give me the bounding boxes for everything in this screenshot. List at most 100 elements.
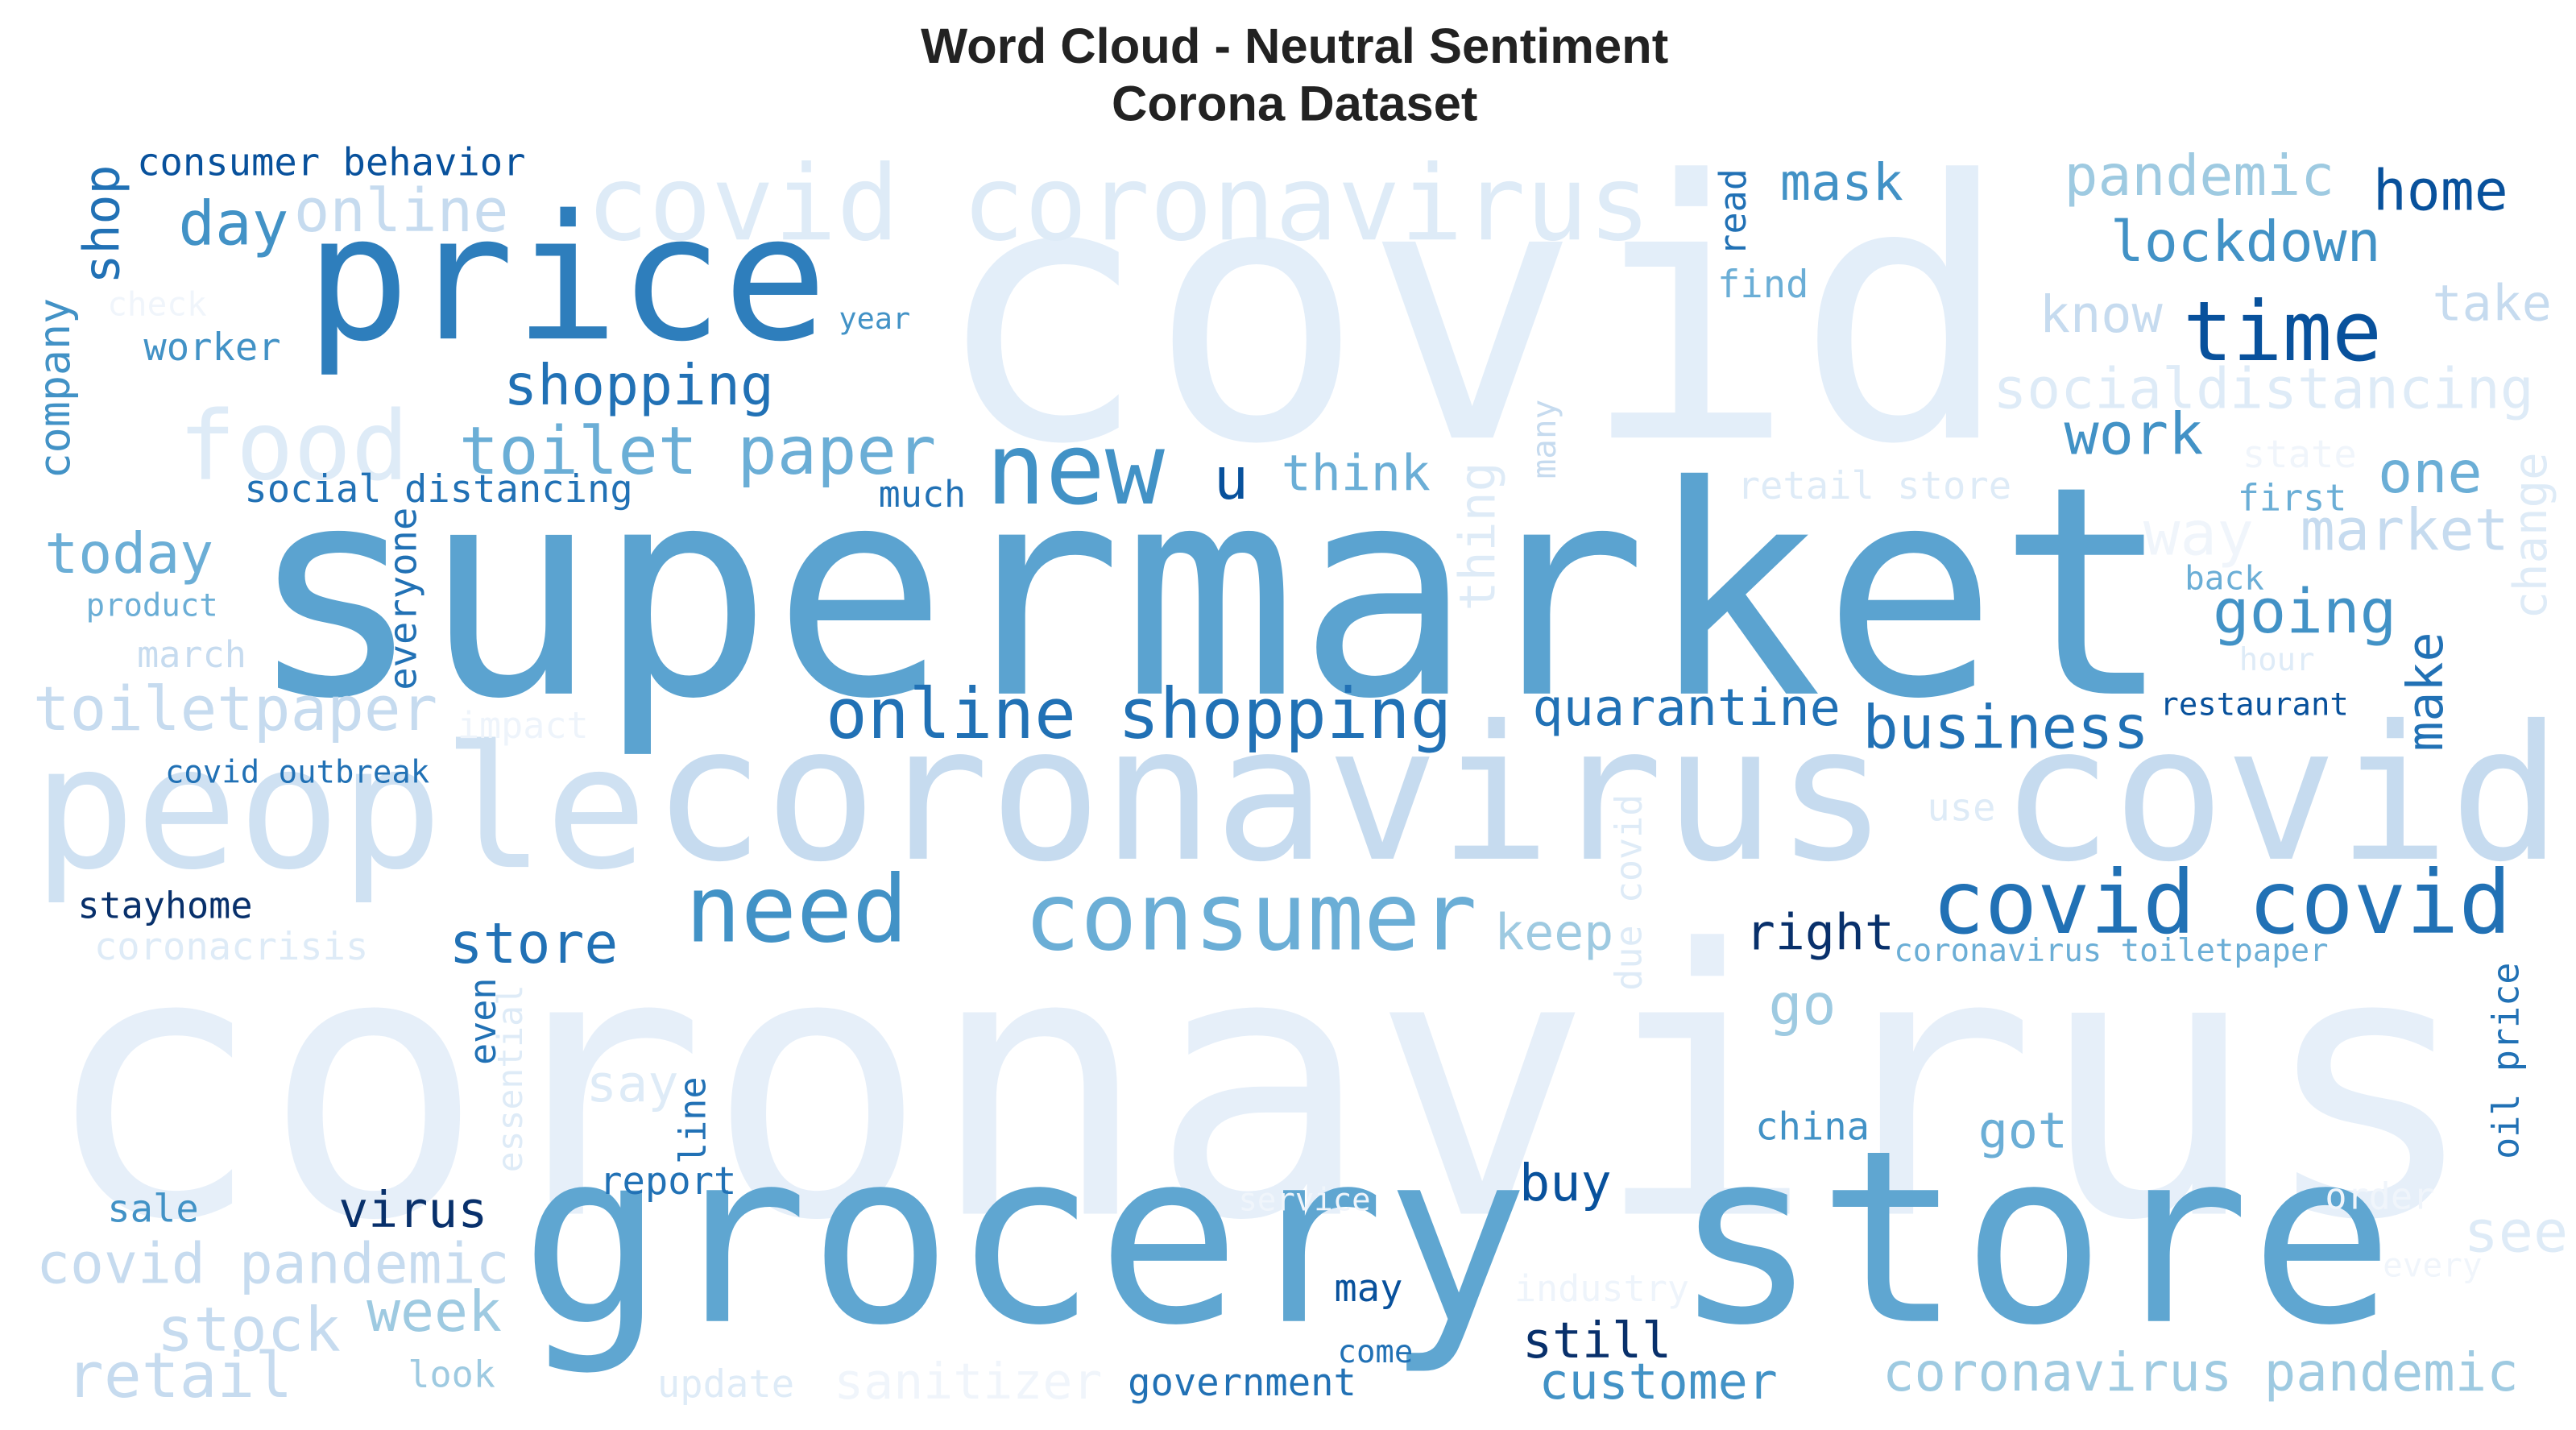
word: coronavirus pandemic <box>1882 1342 2519 1403</box>
chart-subtitle: Corona Dataset <box>1112 77 1477 132</box>
word: change <box>2504 452 2557 619</box>
word: update <box>657 1362 794 1407</box>
word: back <box>2185 559 2264 598</box>
word: oil price <box>2484 963 2527 1159</box>
word: use <box>1927 786 1995 831</box>
word: line <box>671 1076 714 1164</box>
word: pandemic <box>2065 143 2335 209</box>
word: may <box>1334 1266 1402 1311</box>
word: today <box>44 521 213 587</box>
word: first <box>2238 476 2347 519</box>
word: food <box>178 391 408 502</box>
word: china <box>1755 1105 1870 1149</box>
word: week <box>367 1279 502 1345</box>
word: coronacrisis <box>94 925 368 969</box>
word: report <box>599 1159 736 1204</box>
word: toiletpaper <box>33 674 437 744</box>
word: time <box>2183 284 2382 380</box>
word: hour <box>2239 642 2315 678</box>
word: mask <box>1780 152 1903 212</box>
word: lockdown <box>2110 209 2381 275</box>
word: covid <box>933 105 2011 522</box>
word: order <box>2325 1175 2434 1217</box>
word: come <box>1338 1334 1414 1370</box>
word: buy <box>1519 1153 1612 1212</box>
word: market <box>2301 496 2509 564</box>
word: right <box>1746 904 1895 962</box>
word: home <box>2373 158 2508 223</box>
word: retail <box>66 1340 292 1412</box>
word: online <box>294 177 509 246</box>
word: covid covid <box>1932 852 2512 954</box>
word: take <box>2433 275 2552 333</box>
word: toilet paper <box>459 413 936 490</box>
word: new <box>986 412 1166 528</box>
word: year <box>839 301 910 336</box>
word: impact <box>458 704 589 747</box>
word: coronavirus <box>41 873 2480 1301</box>
word: still <box>1522 1312 1671 1370</box>
word: company <box>30 298 80 479</box>
word: stayhome <box>77 885 252 927</box>
word: retail store <box>1737 464 2011 508</box>
word: every <box>2383 1246 2482 1284</box>
word: socialdistancing <box>1993 356 2533 421</box>
word: find <box>1717 263 1809 307</box>
word: make <box>2396 632 2454 752</box>
word: much <box>879 473 967 516</box>
word: look <box>408 1353 495 1396</box>
word: stock <box>157 1295 341 1366</box>
chart-title: Word Cloud - Neutral Sentiment <box>921 19 1668 74</box>
word: virus <box>338 1181 487 1239</box>
word: march <box>137 633 246 676</box>
word: even <box>462 977 504 1065</box>
word: service <box>1239 1182 1371 1218</box>
word: quarantine <box>1532 678 1841 737</box>
word: need <box>685 856 908 964</box>
word: industry <box>1514 1267 1689 1310</box>
word: covid pandemic <box>36 1232 509 1297</box>
word: see <box>2464 1198 2569 1266</box>
word: go <box>1769 972 1837 1038</box>
word: social distancing <box>244 467 632 512</box>
word: keep <box>1494 904 1613 962</box>
word: restaurant <box>2160 687 2348 723</box>
word: online shopping <box>826 674 1452 755</box>
word: say <box>586 1054 679 1113</box>
word: think <box>1282 445 1431 503</box>
word: grocery store <box>520 1100 2394 1378</box>
word: everyone <box>382 508 426 690</box>
word: government <box>1128 1361 1356 1405</box>
word: shopping <box>503 353 774 418</box>
word: state <box>2243 433 2357 477</box>
word: shop <box>73 164 131 284</box>
word: thing <box>1448 462 1506 611</box>
word: supermarket <box>248 425 2172 763</box>
word: know <box>2040 284 2164 344</box>
word: u <box>1214 445 1249 512</box>
word: consumer behavior <box>137 140 525 184</box>
word: store <box>449 911 619 976</box>
word: going <box>2213 576 2396 647</box>
word: coronavirus toiletpaper <box>1894 933 2328 969</box>
word: covid outbreak <box>165 755 429 791</box>
word: essential <box>491 984 531 1172</box>
word: day <box>178 188 288 259</box>
word: product <box>86 588 218 624</box>
word: due covid <box>1608 794 1650 991</box>
word: price <box>305 177 827 379</box>
word: work <box>2065 400 2204 468</box>
word: customer <box>1539 1353 1778 1411</box>
word: sanitizer <box>834 1353 1102 1411</box>
word: one <box>2378 438 2483 506</box>
word: read <box>1712 168 1754 256</box>
word: covid coronavirus <box>586 143 1651 264</box>
word: coronavirus covid <box>652 686 2562 903</box>
word: sale <box>107 1188 199 1232</box>
word: business <box>1862 694 2148 762</box>
word: worker <box>143 325 280 370</box>
word: many <box>1525 400 1563 479</box>
word: consumer <box>1024 863 1477 972</box>
